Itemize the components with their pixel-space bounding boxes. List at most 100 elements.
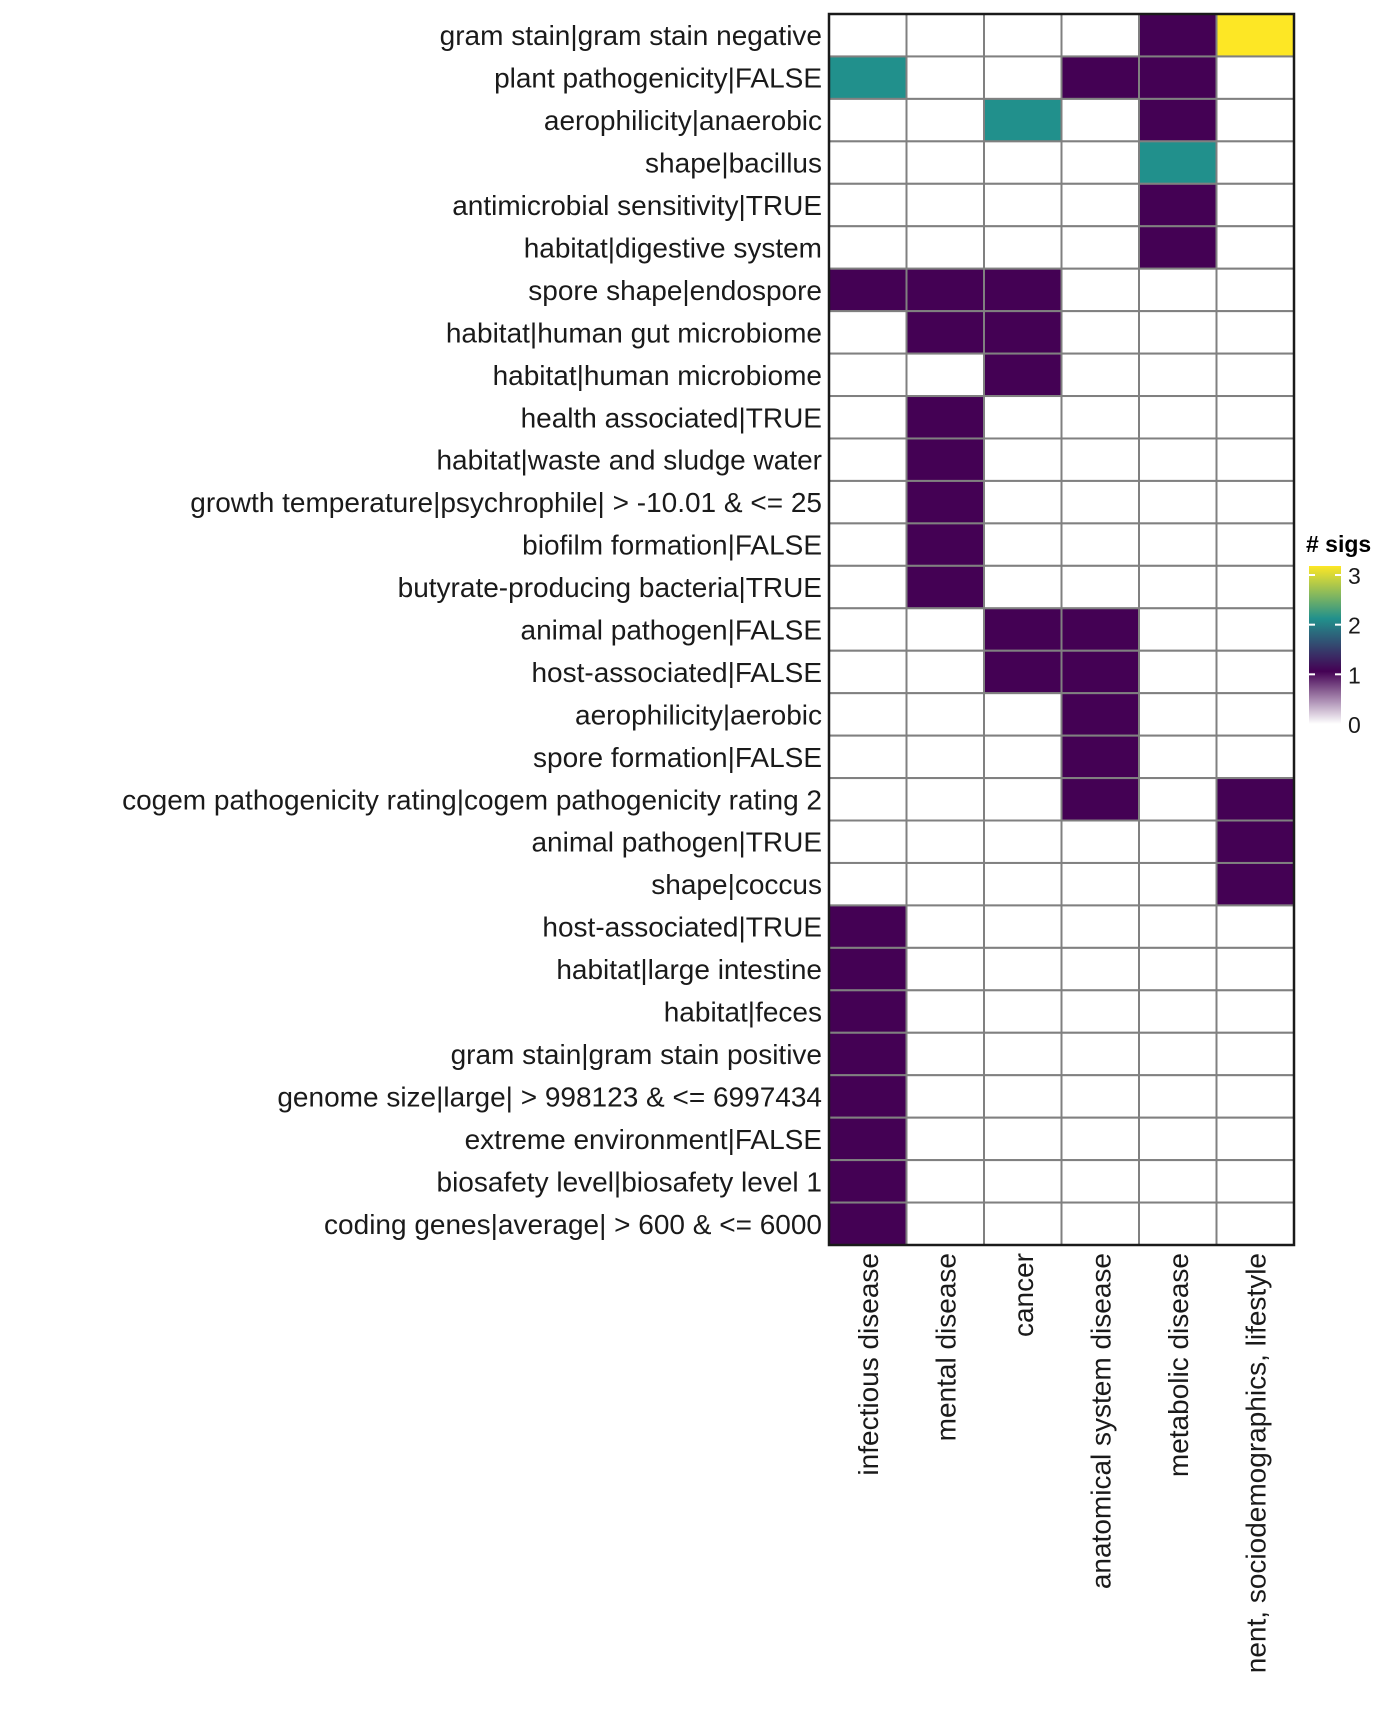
heatmap-cell [1060, 1116, 1140, 1162]
panel-border [827, 12, 1296, 1247]
y-axis-label: antimicrobial sensitivity|TRUE [452, 190, 822, 221]
heatmap-cell [1060, 607, 1140, 652]
heatmap-cell [1138, 97, 1218, 143]
heatmap-cell [828, 861, 908, 907]
y-axis-label: habitat|human microbiome [493, 360, 822, 391]
y-axis-label: growth temperature|psychrophile| > -10.0… [190, 487, 822, 518]
heatmap-cell [1215, 734, 1295, 780]
heatmap-cell [905, 734, 985, 780]
heatmap-cell [828, 777, 908, 822]
heatmap-cell [828, 946, 908, 992]
heatmap-cell [1138, 310, 1218, 355]
heatmap-cell [1138, 1031, 1218, 1077]
heatmap-cell [1138, 479, 1218, 525]
y-axis-label: plant pathogenicity|FALSE [494, 63, 822, 94]
heatmap-cell [1215, 777, 1295, 822]
heatmap-cell [905, 55, 985, 100]
heatmap-cell [983, 267, 1063, 313]
heatmap-cell [1060, 13, 1140, 58]
heatmap-cell [905, 692, 985, 737]
heatmap-cell [1215, 97, 1295, 143]
heatmap-cell [1060, 522, 1140, 567]
heatmap-cell [828, 140, 908, 185]
heatmap-cell [1138, 904, 1218, 949]
heatmap-cell [905, 522, 985, 567]
heatmap-cell [1060, 225, 1140, 270]
heatmap-cell [983, 1201, 1063, 1247]
legend-tick-label: 3 [1348, 563, 1361, 589]
color-legend: # sigs 0 1 2 3 [1306, 531, 1371, 738]
legend-tick-label: 1 [1348, 662, 1361, 688]
heatmap-cell [1060, 777, 1140, 822]
heatmap-cell [905, 1031, 985, 1077]
heatmap-cell [1060, 692, 1140, 737]
heatmap-cell [1060, 989, 1140, 1034]
heatmap-cell [983, 13, 1063, 58]
heatmap-cell [983, 946, 1063, 992]
heatmap-cell [1215, 13, 1295, 58]
heatmap-cell [1060, 1159, 1140, 1204]
heatmap-cell [1138, 395, 1218, 440]
heatmap-cell [1215, 352, 1295, 398]
x-axis-label: anatomical system disease [1085, 1253, 1116, 1589]
y-axis-label: cogem pathogenicity rating|cogem pathoge… [122, 784, 822, 815]
legend-tick-label: 0 [1348, 712, 1361, 738]
heatmap-cell [983, 479, 1063, 525]
heatmap-cell [1215, 564, 1295, 610]
heatmap-cell [828, 522, 908, 567]
heatmap-cell [1215, 479, 1295, 525]
heatmap-cell [905, 437, 985, 482]
heatmap-cell [828, 395, 908, 440]
heatmap-cell [905, 649, 985, 695]
heatmap-cell [983, 649, 1063, 695]
heatmap-cell [1138, 13, 1218, 58]
y-axis-label: biofilm formation|FALSE [522, 530, 822, 561]
heatmap-cell [1215, 1159, 1295, 1204]
heatmap-cell [1138, 777, 1218, 822]
y-axis-label: health associated|TRUE [521, 402, 822, 433]
heatmap-cell [1138, 1116, 1218, 1162]
heatmap-cell [1215, 310, 1295, 355]
heatmap-cell [1215, 395, 1295, 440]
heatmap-cell [983, 437, 1063, 482]
heatmap-cell [828, 819, 908, 864]
heatmap-cell [828, 267, 908, 313]
y-axis-label: genome size|large| > 998123 & <= 6997434 [277, 1081, 822, 1112]
heatmap-cell [905, 97, 985, 143]
heatmap-cell [1138, 989, 1218, 1034]
y-axis-label: habitat|feces [664, 997, 822, 1028]
heatmap-cell [1215, 649, 1295, 695]
y-axis-label: aerophilicity|anaerobic [544, 105, 822, 136]
heatmap-cell [1138, 1159, 1218, 1204]
heatmap-cell [828, 310, 908, 355]
y-axis-labels: gram stain|gram stain negative plant path… [122, 20, 822, 1240]
heatmap-cell [1060, 479, 1140, 525]
heatmap-cell [828, 225, 908, 270]
heatmap-cell [1060, 310, 1140, 355]
heatmap-cells [828, 13, 1295, 1247]
heatmap-cell [983, 692, 1063, 737]
heatmap-cell [905, 395, 985, 440]
heatmap-cell [828, 479, 908, 525]
heatmap-cell [1138, 437, 1218, 482]
heatmap-cell [983, 1074, 1063, 1119]
y-axis-label: habitat|waste and sludge water [436, 445, 822, 476]
heatmap-cell [1060, 904, 1140, 949]
heatmap-cell [905, 479, 985, 525]
y-axis-label: shape|coccus [651, 869, 822, 900]
heatmap-cell [983, 97, 1063, 143]
heatmap-cell [905, 607, 985, 652]
heatmap-cell [1138, 649, 1218, 695]
heatmap-cell [1060, 437, 1140, 482]
heatmap-cell [1215, 1031, 1295, 1077]
heatmap-cell [828, 1116, 908, 1162]
heatmap-cell [905, 310, 985, 355]
heatmap-cell [1060, 649, 1140, 695]
y-axis-label: extreme environment|FALSE [465, 1124, 822, 1155]
y-axis-label: host-associated|TRUE [542, 912, 822, 943]
heatmap-cell [828, 734, 908, 780]
heatmap-cell [983, 1031, 1063, 1077]
heatmap-cell [1138, 522, 1218, 567]
heatmap-cell [1215, 1201, 1295, 1247]
heatmap-cell [1138, 182, 1218, 228]
